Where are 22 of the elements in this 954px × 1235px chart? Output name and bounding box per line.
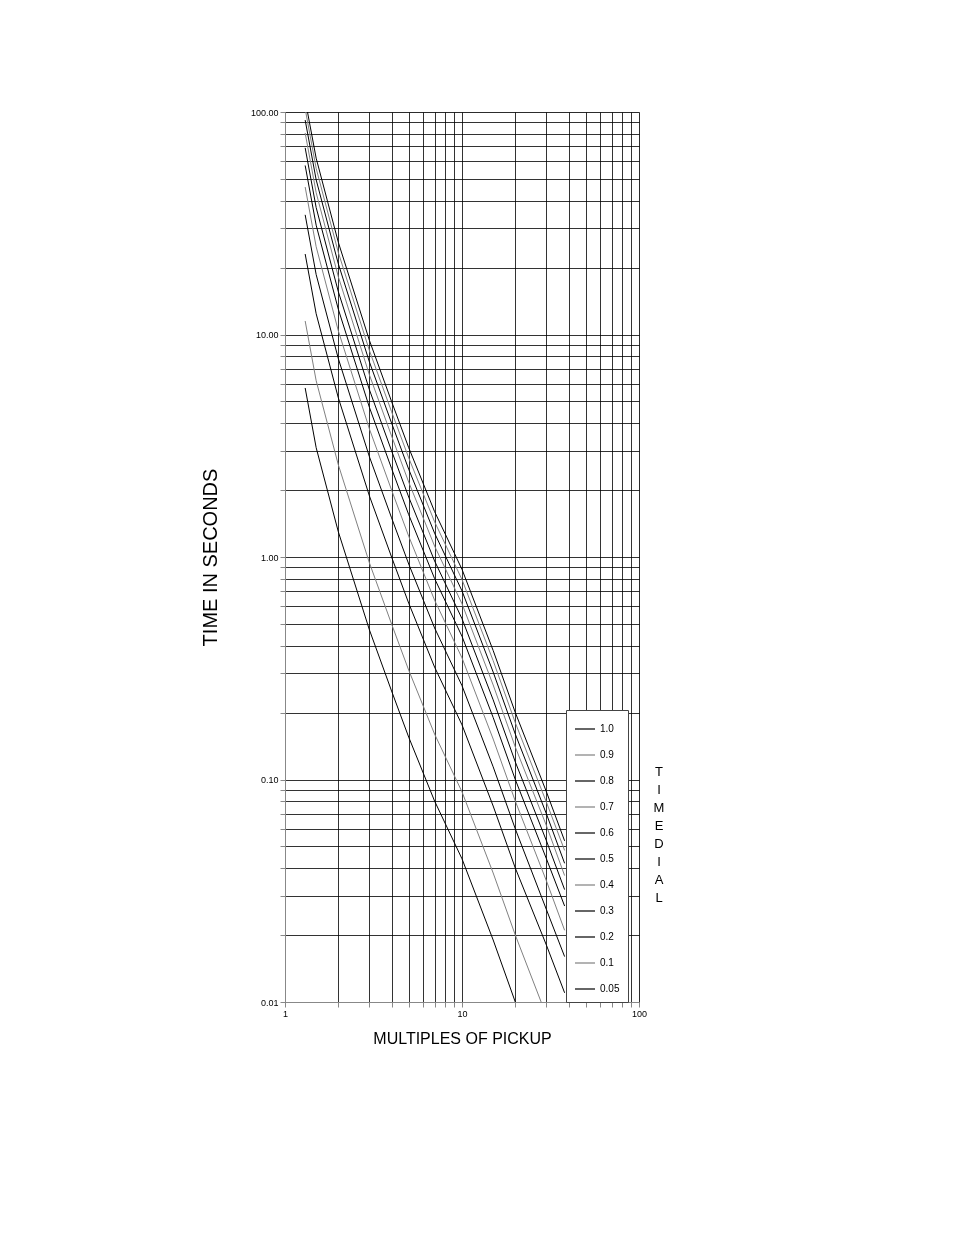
legend-label: 0.9 xyxy=(600,749,615,760)
y-tick-label: 1.00 xyxy=(260,552,279,563)
legend-label: 0.3 xyxy=(600,905,615,916)
legend-label: 0.1 xyxy=(600,957,615,968)
legend-label: 1.0 xyxy=(600,723,615,734)
legend-label: 0.05 xyxy=(600,983,620,994)
y-tick-label: 100.00 xyxy=(250,107,279,118)
legend-label: 0.6 xyxy=(600,827,615,838)
y-axis-title: TIME IN SECONDS xyxy=(198,468,221,647)
legend-label: 0.7 xyxy=(600,801,615,812)
x-axis-title: MULTIPLES OF PICKUP xyxy=(373,1029,552,1047)
legend-label: 0.8 xyxy=(600,775,615,786)
legend-title: TIME DIAL xyxy=(653,764,665,905)
legend-label: 0.5 xyxy=(600,853,615,864)
y-tick-label: 10.00 xyxy=(255,330,279,340)
legend-label: 0.2 xyxy=(600,931,615,942)
y-tick-label: 0.01 xyxy=(260,997,279,1008)
x-tick-label: 1 xyxy=(282,1008,289,1019)
y-tick-label: 0.10 xyxy=(260,775,279,785)
x-tick-label: 10 xyxy=(457,1008,468,1019)
x-tick-label: 100 xyxy=(631,1008,648,1019)
legend-label: 0.4 xyxy=(600,879,615,890)
